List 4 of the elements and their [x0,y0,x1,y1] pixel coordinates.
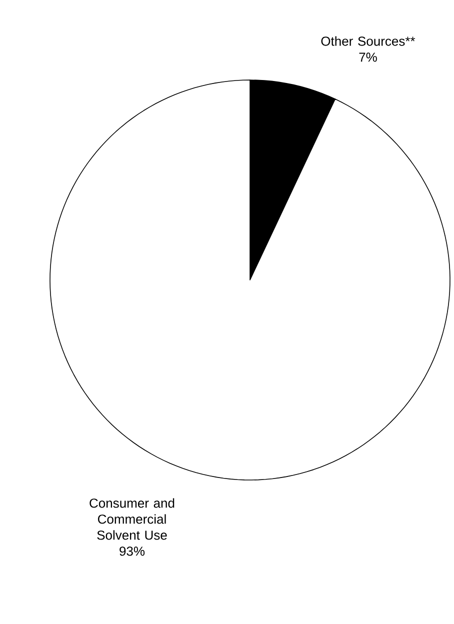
slice-label: Consumer and Commercial Solvent Use [90,498,174,540]
data-label: 93% [120,546,145,556]
data-label: 7% [359,52,377,62]
slice-label: Other Sources** [321,36,416,46]
